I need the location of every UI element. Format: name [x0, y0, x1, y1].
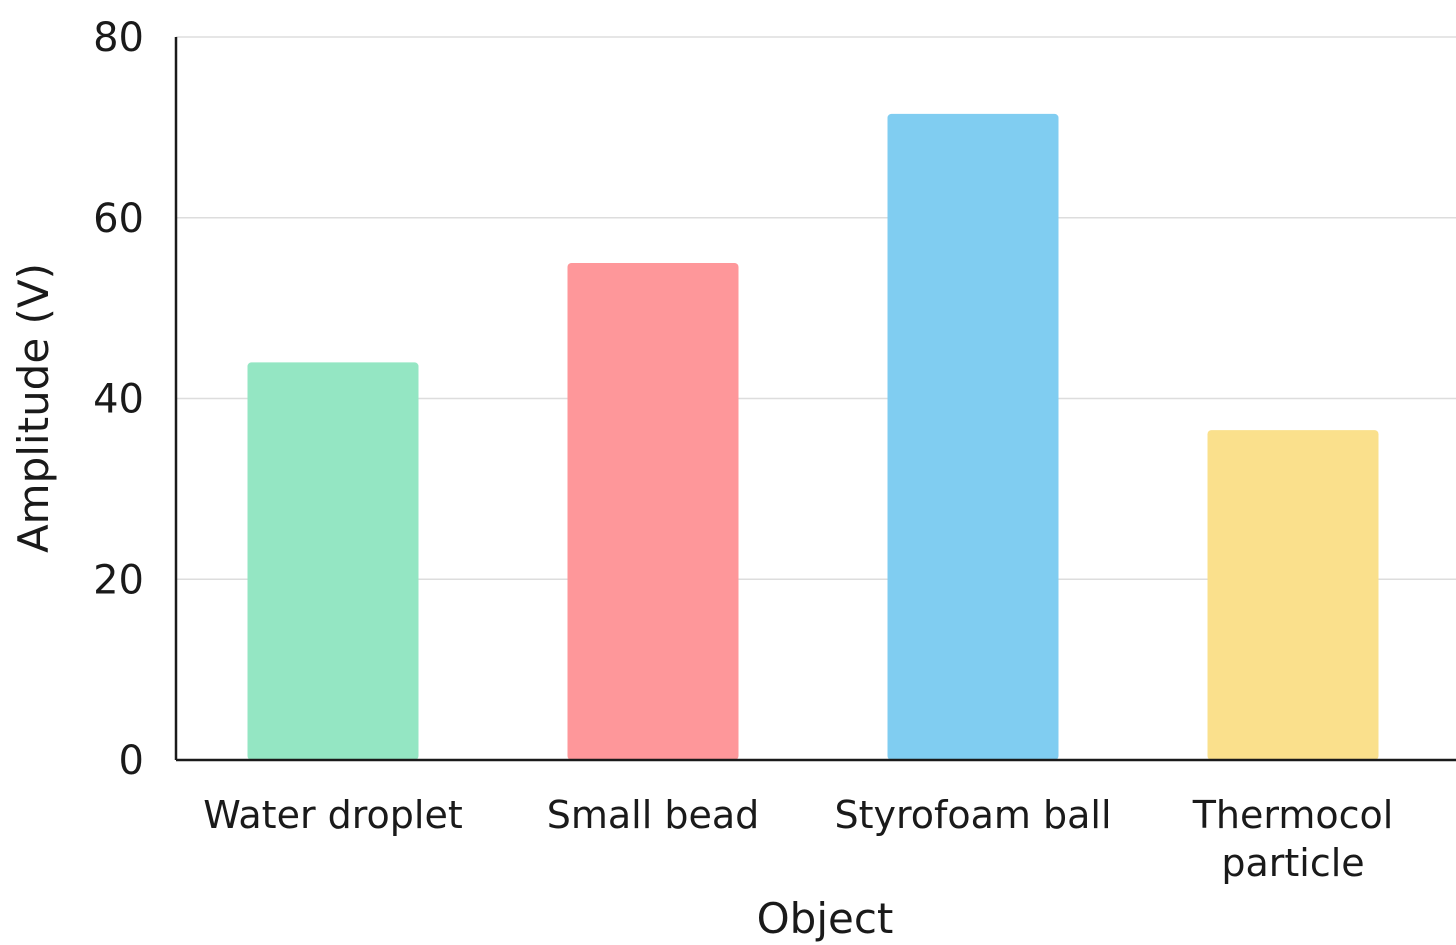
x-tick-label-line: Water droplet [203, 793, 463, 837]
y-tick-label: 40 [93, 377, 144, 423]
y-tick-label: 80 [93, 15, 144, 61]
x-tick-label: Thermocol particle [1192, 793, 1394, 885]
bars [247, 113, 1379, 761]
axes [174, 37, 1456, 762]
y-tick-label: 0 [119, 738, 144, 784]
y-axis-title: Amplitude (V) [9, 263, 58, 553]
x-tick-label: Styrofoam ball [834, 793, 1111, 837]
x-tick-labels: Water droplet Small bead Styrofoam ball The… [203, 793, 1393, 885]
x-tick-label: Water droplet [203, 793, 463, 837]
bar [567, 262, 739, 760]
y-tick-labels: 0 20 40 60 80 [93, 15, 144, 784]
bar [1207, 430, 1379, 760]
bar [887, 113, 1059, 761]
x-axis-title: Object [757, 894, 894, 943]
x-tick-label: Small bead [547, 793, 760, 837]
y-tick-label: 20 [93, 557, 144, 603]
bar [247, 362, 419, 760]
x-tick-label-line: Thermocol [1192, 793, 1394, 837]
y-tick-label: 60 [93, 196, 144, 242]
x-tick-label-line: Styrofoam ball [834, 793, 1111, 837]
x-tick-label-line: particle [1221, 841, 1364, 885]
x-tick-label-line: Small bead [547, 793, 760, 837]
